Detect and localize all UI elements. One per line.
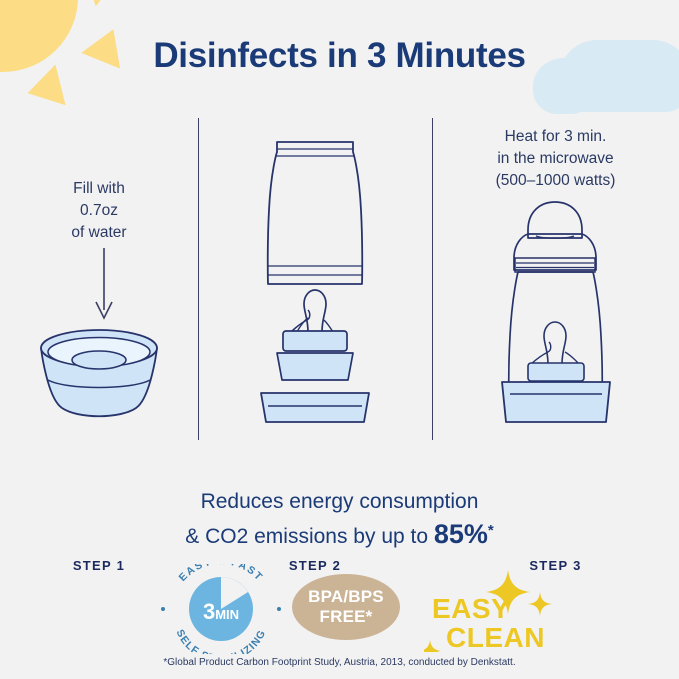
self-sterilizing-badge-icon: 3MIN EASY & FAST SELF STERILIZING bbox=[161, 555, 281, 665]
claim-asterisk: * bbox=[487, 522, 494, 539]
claim-line-1: Reduces energy consumption bbox=[200, 490, 479, 513]
badge-bpa-bps-free: BPA/BPS FREE* bbox=[292, 574, 400, 640]
sun-ray-icon bbox=[82, 0, 126, 7]
badge-easy-clean-line-2: CLEAN bbox=[446, 622, 545, 653]
energy-claim: Reduces energy consumption & CO2 emissio… bbox=[0, 487, 679, 551]
step-column-1: Fill with 0.7oz of water STEP 1 bbox=[0, 118, 198, 573]
assembled-bottle-icon bbox=[501, 201, 611, 423]
step-2-illustration bbox=[198, 118, 432, 443]
step-2-label: STEP 2 bbox=[288, 558, 342, 573]
badge-3-min: 3MIN EASY & FAST SELF STERILIZING bbox=[155, 555, 287, 665]
badge-row: 3MIN EASY & FAST SELF STERILIZING BPA/BP… bbox=[0, 555, 679, 665]
step-1-caption: Fill with 0.7oz of water bbox=[0, 178, 198, 244]
step-3-caption-line-1: Heat for 3 min. bbox=[504, 128, 607, 145]
step-column-2: STEP 2 bbox=[198, 118, 432, 573]
step-1-illustration bbox=[0, 248, 198, 443]
sparkle-icon bbox=[424, 570, 552, 652]
step-3-caption-line-2: in the microwave bbox=[497, 150, 614, 167]
claim-line-2-prefix: & CO2 emissions by up to bbox=[185, 525, 434, 548]
step-1-caption-line-2: 0.7oz bbox=[80, 202, 118, 219]
bowl-with-water-icon bbox=[40, 248, 158, 418]
column-divider bbox=[198, 118, 199, 440]
step-1-caption-line-1: Fill with bbox=[73, 180, 125, 197]
step-1-label: STEP 1 bbox=[72, 558, 126, 573]
step-3-illustration bbox=[432, 196, 679, 441]
step-1-caption-line-3: of water bbox=[71, 224, 127, 241]
badge-easy-clean-text: EASY CLEAN bbox=[432, 594, 545, 652]
badge-easy-clean-line-1: EASY bbox=[432, 593, 511, 624]
step-3-caption: Heat for 3 min. in the microwave (500–10… bbox=[432, 126, 679, 192]
cloud-icon bbox=[533, 40, 679, 114]
page-title: Disinfects in 3 Minutes bbox=[153, 36, 526, 75]
badge-bpa-line-2: FREE* bbox=[319, 607, 373, 626]
step-3-label: STEP 3 bbox=[529, 558, 582, 573]
footnote: *Global Product Carbon Footprint Study, … bbox=[163, 657, 516, 668]
badge-easy-clean: EASY CLEAN bbox=[424, 566, 554, 652]
claim-line-2: & CO2 emissions by up to 85%* bbox=[0, 516, 679, 551]
bottle-parts-disassembled-icon bbox=[260, 141, 370, 423]
column-divider bbox=[432, 118, 433, 440]
claim-percentage: 85% bbox=[433, 519, 488, 549]
step-column-3: Heat for 3 min. in the microwave (500–10… bbox=[432, 118, 679, 573]
step-3-caption-line-3: (500–1000 watts) bbox=[495, 172, 616, 189]
badge-bpa-line-1: BPA/BPS bbox=[308, 587, 384, 606]
